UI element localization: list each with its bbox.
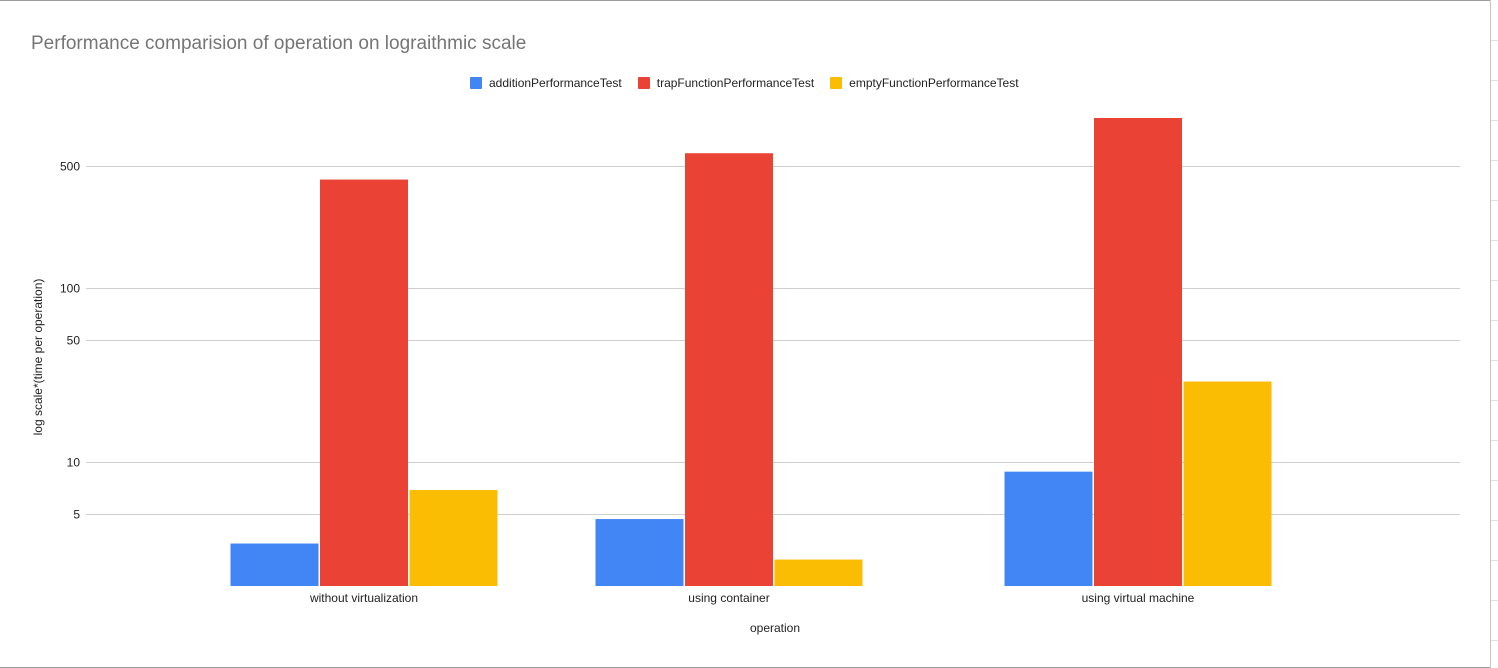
y-tick-label-500: 500 xyxy=(60,160,80,174)
bar-1-2 xyxy=(320,179,408,586)
y-tick-label-10: 10 xyxy=(67,456,81,470)
x-tick-label-3: using virtual machine xyxy=(1082,591,1195,605)
legend-label-trap: trapFunctionPerformanceTest xyxy=(656,76,815,90)
y-axis-label: log scale*(time per operation) xyxy=(31,278,45,436)
bar-2-1 xyxy=(595,519,684,586)
chart-legend: additionPerformanceTest trapFunctionPerf… xyxy=(470,75,1019,91)
legend-swatch-trap xyxy=(637,77,650,89)
y-tick-label-50: 50 xyxy=(67,334,81,348)
bar-2-3 xyxy=(774,559,863,586)
bar-1-1 xyxy=(230,543,319,586)
legend-item-empty[interactable]: emptyFunctionPerformanceTest xyxy=(830,76,1019,90)
legend-item-trap[interactable]: trapFunctionPerformanceTest xyxy=(637,76,815,90)
bar-2-2 xyxy=(685,153,773,586)
y-tick-label-5: 5 xyxy=(73,508,80,522)
x-tick-label-2: using container xyxy=(688,591,769,605)
y-tick-label-100: 100 xyxy=(60,282,80,296)
bar-3-3 xyxy=(1183,381,1272,586)
spreadsheet-edge xyxy=(1490,0,1498,668)
legend-item-addition[interactable]: additionPerformanceTest xyxy=(470,76,622,90)
bar-3-1 xyxy=(1004,471,1093,586)
bar-1-3 xyxy=(409,490,498,586)
legend-label-addition: additionPerformanceTest xyxy=(489,76,622,90)
x-tick-label-1: without virtualization xyxy=(309,591,418,605)
chart-title: Performance comparision of operation on … xyxy=(31,33,527,54)
legend-swatch-empty xyxy=(830,77,843,89)
bar-3-2 xyxy=(1094,118,1182,586)
legend-swatch-addition xyxy=(470,77,482,89)
x-axis-label: operation xyxy=(749,621,801,635)
legend-label-empty: emptyFunctionPerformanceTest xyxy=(849,76,1019,90)
